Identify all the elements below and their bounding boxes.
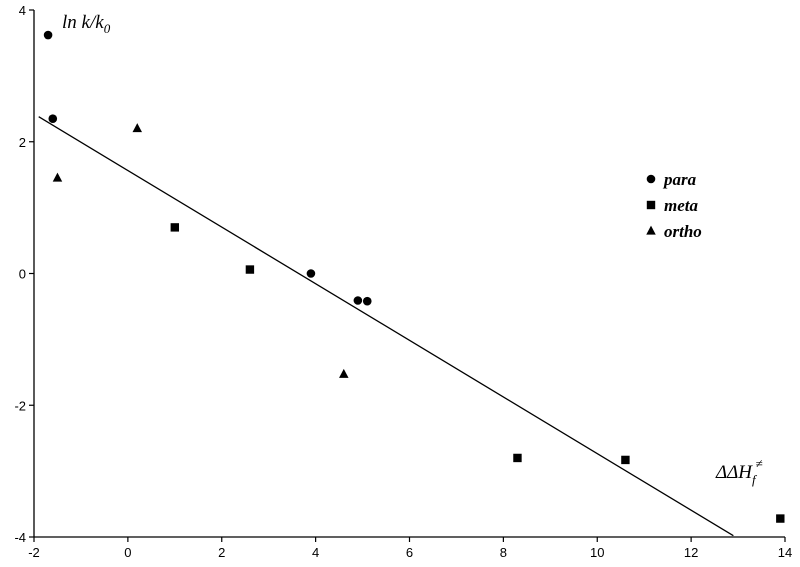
y-tick-label: 2 [19,135,26,150]
y-tick-label: -4 [14,530,26,545]
fit-line-group [38,116,734,537]
para-point [48,114,58,123]
legend-label-para: para [662,170,697,189]
legend-label-meta: meta [664,196,698,215]
ortho-point [339,368,349,378]
para-point [353,296,363,305]
meta-point [621,455,630,465]
ortho-point [52,172,63,182]
meta-point [776,514,785,523]
x-axis-title: ΔΔHf≠ [715,456,763,487]
x-tick-label: 2 [218,545,225,560]
para-point [306,269,316,278]
y-axis-title-main: ln k/k [62,12,104,33]
x-tick-label: 12 [684,545,698,560]
meta-legend-marker [646,200,656,210]
para-legend-marker [646,174,656,184]
meta-point [513,453,522,463]
para-point [43,30,53,40]
ortho-point [132,123,143,133]
meta-point [245,265,255,274]
y-tick-label: -2 [14,398,26,413]
x-tick-label: 6 [406,545,413,560]
legend: para meta ortho [646,170,702,241]
y-axis-title: ln k/k0 [62,12,111,36]
x-tick-label: 10 [590,545,604,560]
meta-point [170,223,180,232]
x-axis-title-superscript: ≠ [756,456,763,471]
legend-label-ortho: ortho [664,222,702,241]
x-tick-label: 4 [312,545,319,560]
x-axis-title-subscript: f [752,472,758,487]
x-tick-label: -2 [28,545,40,560]
para-point [362,296,372,306]
x-tick-label: 0 [124,545,131,560]
x-tick-label: 8 [500,545,507,560]
y-tick-label: 0 [19,267,26,282]
x-tick-label: 14 [778,545,792,560]
y-tick-label: 4 [19,3,26,18]
y-axis-title-subscript: 0 [104,21,111,36]
x-axis-title-main: ΔΔH [715,462,753,483]
data-points [43,30,785,523]
ortho-legend-marker [646,225,656,235]
regression-line [38,116,734,537]
axes [33,10,785,538]
